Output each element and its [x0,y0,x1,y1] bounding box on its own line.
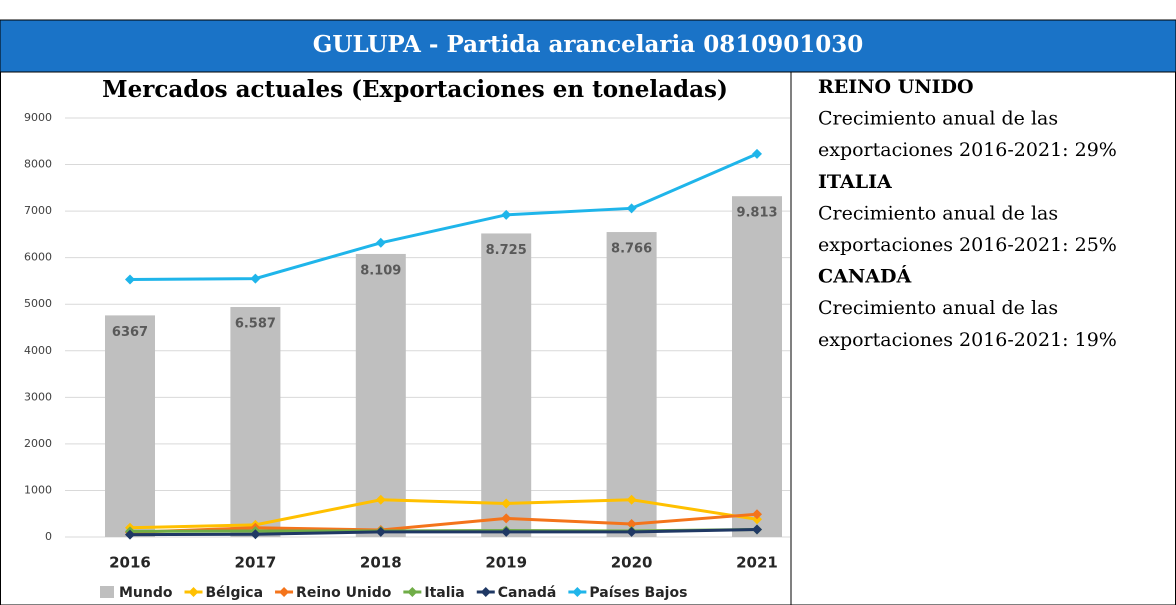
bar [732,196,782,538]
marker [125,274,135,285]
legend-label: Italia [424,585,464,601]
annotation: 8.766 [611,242,652,257]
marker [250,529,261,540]
bar [230,307,281,537]
y-tick-label: 4000 [24,344,52,357]
market-text: Crecimiento anual de las [818,297,1058,319]
marker [626,203,637,214]
marker [752,509,762,520]
market-text: Crecimiento anual de las [818,108,1058,130]
marker [375,526,386,537]
y-tick-label: 6000 [24,251,52,264]
legend-label: Países Bajos [589,585,687,601]
legend-label: Reino Unido [296,585,392,601]
bar [606,232,657,538]
marker [501,498,512,509]
marker [125,529,135,540]
market-name: CANADÁ [818,265,911,288]
y-tick-label: 3000 [24,390,52,403]
x-tick-label: 2018 [360,554,402,572]
marker [752,148,762,159]
market-name: ITALIA [818,171,892,193]
y-tick-label: 0 [45,530,52,543]
header-title: GULUPA - Partida arancelaria 0810901030 [313,31,863,58]
marker [501,526,512,537]
legend-label: Mundo [119,585,173,601]
header-bar [0,19,1176,73]
marker [626,518,637,529]
market-text: exportaciones 2016-2021: 25% [818,234,1117,256]
y-tick-label: 1000 [24,483,52,496]
x-tick-label: 2016 [109,554,151,572]
x-tick-label: 2019 [485,554,527,572]
y-tick-label: 5000 [24,297,52,310]
marker [250,273,261,284]
marker [752,514,762,525]
annotation: 6367 [112,325,148,340]
annotation: 6.587 [235,317,276,332]
y-tick-label: 8000 [24,158,52,171]
market-text: exportaciones 2016-2021: 19% [818,329,1117,351]
legend-label: Bélgica [206,585,264,601]
bar [105,315,155,537]
y-tick-label: 9000 [24,111,52,124]
legend-marker [480,587,491,597]
marker [375,237,386,248]
marker [375,494,386,505]
annotation: 8.725 [486,243,527,258]
legend-label: Canadá [498,585,557,601]
line [129,152,758,282]
bar [481,233,532,538]
legend-marker [572,587,583,597]
x-tick-label: 2017 [235,554,277,572]
y-tick-label: 7000 [24,204,52,217]
x-tick-label: 2021 [736,554,778,572]
line [129,512,758,534]
market-text: exportaciones 2016-2021: 29% [818,139,1117,161]
legend-marker [279,587,290,597]
legend-marker [407,587,418,597]
legend-swatch [100,586,114,598]
market-name: REINO UNIDO [818,76,974,98]
bar [355,253,406,538]
marker [752,524,762,535]
marker [501,513,512,524]
annotation: 8.109 [360,263,401,278]
line [129,528,758,537]
x-tick-label: 2020 [611,554,653,572]
legend-marker [188,587,199,597]
y-tick-label: 2000 [24,437,52,450]
marker [626,494,637,505]
marker [626,526,637,537]
chart-title: Mercados actuales (Exportaciones en tone… [102,76,728,103]
marker [501,209,512,220]
market-text: Crecimiento anual de las [818,202,1058,224]
line [129,498,758,530]
annotation: 9.813 [736,206,777,221]
